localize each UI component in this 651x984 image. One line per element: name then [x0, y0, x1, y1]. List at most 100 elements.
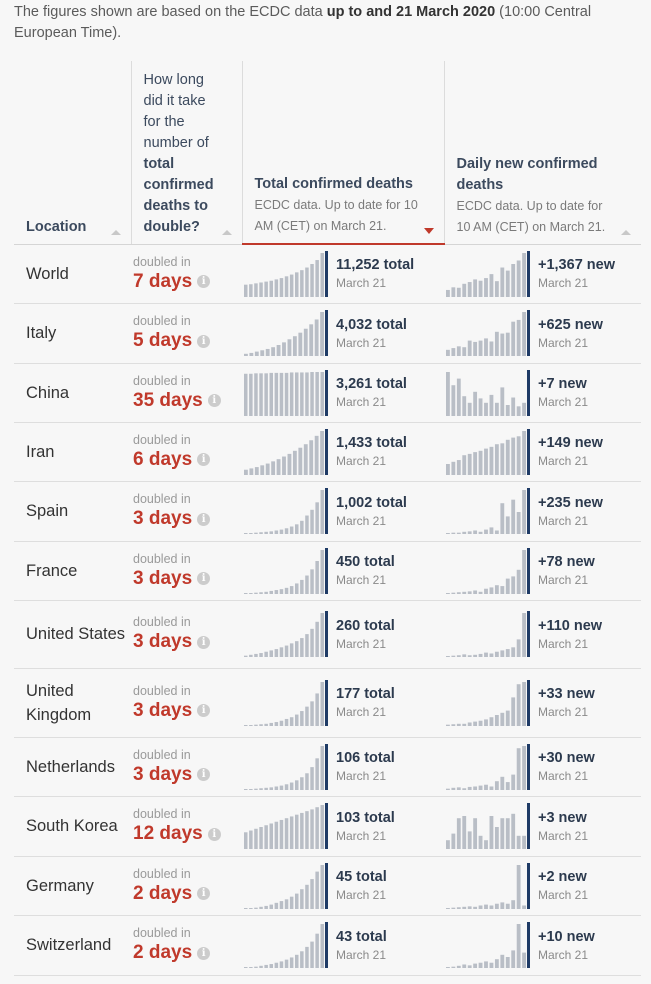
total-sparkline-latest-marker [325, 250, 328, 297]
info-icon[interactable]: i [197, 275, 211, 288]
header-total-deaths[interactable]: Total confirmed deaths ECDC data. Up to … [241, 61, 444, 245]
info-icon[interactable]: i [207, 394, 221, 407]
daily-sparkline-bar [473, 654, 478, 657]
total-value: 450 total [336, 554, 395, 570]
new-date: March 21 [538, 828, 589, 843]
total-sparkline-bar [260, 464, 265, 475]
daily-sparkline-bar [489, 341, 494, 356]
new-value: +1,367 new [538, 257, 615, 273]
header-row: Location How long did it take for the nu… [14, 61, 641, 245]
table-row[interactable]: Spain doubled in 3 days i 1,002 total March 2… [14, 481, 641, 542]
header-doubling[interactable]: How long did it take for the number of to… [130, 61, 242, 245]
info-icon[interactable]: i [197, 768, 211, 781]
daily-sparkline-bar [505, 332, 510, 356]
info-icon[interactable]: i [197, 572, 211, 585]
new-date: March 21 [538, 276, 589, 290]
total-sparkline-bar [269, 372, 273, 416]
total-sparkline-bar [320, 864, 324, 909]
table-row[interactable]: South Korea doubled in 12 days i 103 total Ma… [14, 796, 641, 857]
table-row[interactable]: Germany doubled in 2 days i 45 total March 21… [14, 856, 641, 916]
table-row[interactable]: Netherlands doubled in 3 days i 106 total Mar… [14, 737, 641, 797]
daily-sparkline-bar [462, 906, 467, 909]
total-sparkline-bar [274, 962, 279, 968]
total-sparkline-latest-marker [325, 611, 328, 657]
total-sparkline-latest-marker [325, 862, 328, 909]
total-sparkline [244, 310, 328, 356]
daily-sparkline-bar [500, 954, 505, 968]
total-sparkline-latest-marker [325, 488, 328, 534]
daily-sparkline-bar [473, 785, 478, 790]
daily-sparkline-bar [446, 907, 450, 909]
doubling-cell: doubled in 3 days i [131, 481, 242, 542]
total-date: March 21 [336, 947, 387, 962]
table-row[interactable]: China doubled in 35 days i 3,261 total March … [14, 363, 641, 423]
total-sparkline-bar [303, 443, 308, 475]
header-daily-deaths[interactable]: Daily new confirmed deaths ECDC data. Up… [443, 61, 641, 245]
total-sparkline-bar [310, 568, 314, 594]
daily-sparkline-bar [473, 451, 478, 475]
info-icon[interactable]: i [197, 453, 211, 466]
doubling-days: 2 days [133, 882, 193, 904]
total-sparkline-bar [269, 531, 273, 534]
total-sparkline-bar [292, 450, 297, 475]
daily-sparkline-bar [467, 402, 472, 416]
total-sparkline-bar [249, 352, 254, 356]
info-icon[interactable]: i [197, 334, 211, 348]
total-sparkline-bar [284, 783, 289, 790]
total-value: 11,252 total [336, 257, 415, 274]
daily-sparkline-bar [451, 348, 456, 356]
total-sparkline-bar [295, 714, 299, 726]
info-icon[interactable]: i [197, 946, 211, 960]
note-date: up to and 21 March 2020 [326, 4, 496, 20]
table-row[interactable]: United States doubled in 3 days i 260 total M… [14, 600, 641, 669]
header-location[interactable]: Location [14, 61, 131, 245]
daily-sparkline-bar [462, 723, 467, 726]
total-sparkline-bar [289, 526, 294, 534]
table-row[interactable]: France doubled in 3 days i 450 total March 21… [14, 541, 641, 601]
table-row[interactable]: United Kingdom doubled in 3 days i 177 total… [14, 668, 641, 738]
info-icon[interactable]: i [197, 635, 211, 649]
table-row[interactable]: Iran doubled in 6 days i 1,433 total March 21… [14, 422, 641, 482]
doubled-label: doubled in [133, 683, 191, 698]
new-date: March 21 [538, 705, 589, 719]
table-row[interactable]: Switzerland doubled in 2 days i 43 total Marc… [14, 915, 641, 976]
total-sparkline-bar [259, 827, 263, 849]
total-cell: 1,433 total March 21 [242, 422, 444, 482]
daily-sparkline-bar [467, 453, 472, 475]
total-cell: 177 total March 21 [242, 668, 444, 738]
note-suffix: (10:00 Central European Time). [14, 4, 592, 41]
info-icon[interactable]: i [197, 704, 211, 717]
info-icon[interactable]: i [197, 887, 211, 900]
total-sparkline-bar [264, 531, 268, 534]
total-sparkline-bar [300, 710, 304, 726]
daily-sparkline-bar [467, 905, 472, 909]
header-doubling-label: total confirmed deaths to double? [143, 155, 214, 235]
total-sparkline-bar [300, 371, 304, 416]
total-sparkline [244, 679, 328, 726]
daily-sparkline-bar [511, 575, 516, 594]
daily-sparkline-bar [494, 530, 499, 534]
daily-sparkline-bar [456, 965, 461, 968]
daily-sparkline-bar [446, 349, 450, 356]
total-sparkline-bar [249, 967, 253, 968]
info-icon[interactable]: i [207, 827, 221, 841]
location-name: France [26, 561, 78, 580]
total-sparkline-bar [314, 319, 319, 356]
new-date: March 21 [538, 888, 589, 902]
table-row[interactable]: Italy doubled in 5 days i 4,032 total March 2… [14, 303, 641, 364]
total-sparkline-bar [249, 654, 253, 657]
doubled-label: doubled in [133, 807, 191, 821]
total-value: 3,261 total [336, 376, 407, 392]
total-sparkline-bar [244, 907, 248, 909]
total-sparkline [244, 547, 328, 594]
daily-sparkline-bar [484, 961, 488, 968]
total-sparkline-latest-marker [325, 428, 328, 475]
daily-sparkline-bar [484, 588, 488, 594]
info-icon[interactable]: i [197, 512, 211, 526]
location-name: Italy [26, 324, 57, 342]
table-row[interactable]: World doubled in 7 days i 11,252 total March … [14, 244, 641, 304]
total-sparkline-bar [264, 905, 268, 909]
new-date: March 21 [538, 513, 589, 528]
daily-sparkline-bar [462, 816, 467, 849]
daily-sparkline-bar [446, 840, 450, 849]
